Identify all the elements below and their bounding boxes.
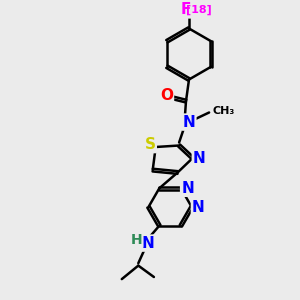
Text: N: N xyxy=(181,181,194,196)
Text: N: N xyxy=(192,200,205,214)
Text: N: N xyxy=(142,236,155,250)
Text: H: H xyxy=(131,232,142,247)
Text: CH₃: CH₃ xyxy=(213,106,235,116)
Text: N: N xyxy=(183,115,195,130)
Text: [18]: [18] xyxy=(186,4,212,15)
Text: F: F xyxy=(180,2,190,17)
Text: S: S xyxy=(145,137,156,152)
Text: N: N xyxy=(193,151,206,166)
Text: O: O xyxy=(160,88,173,103)
